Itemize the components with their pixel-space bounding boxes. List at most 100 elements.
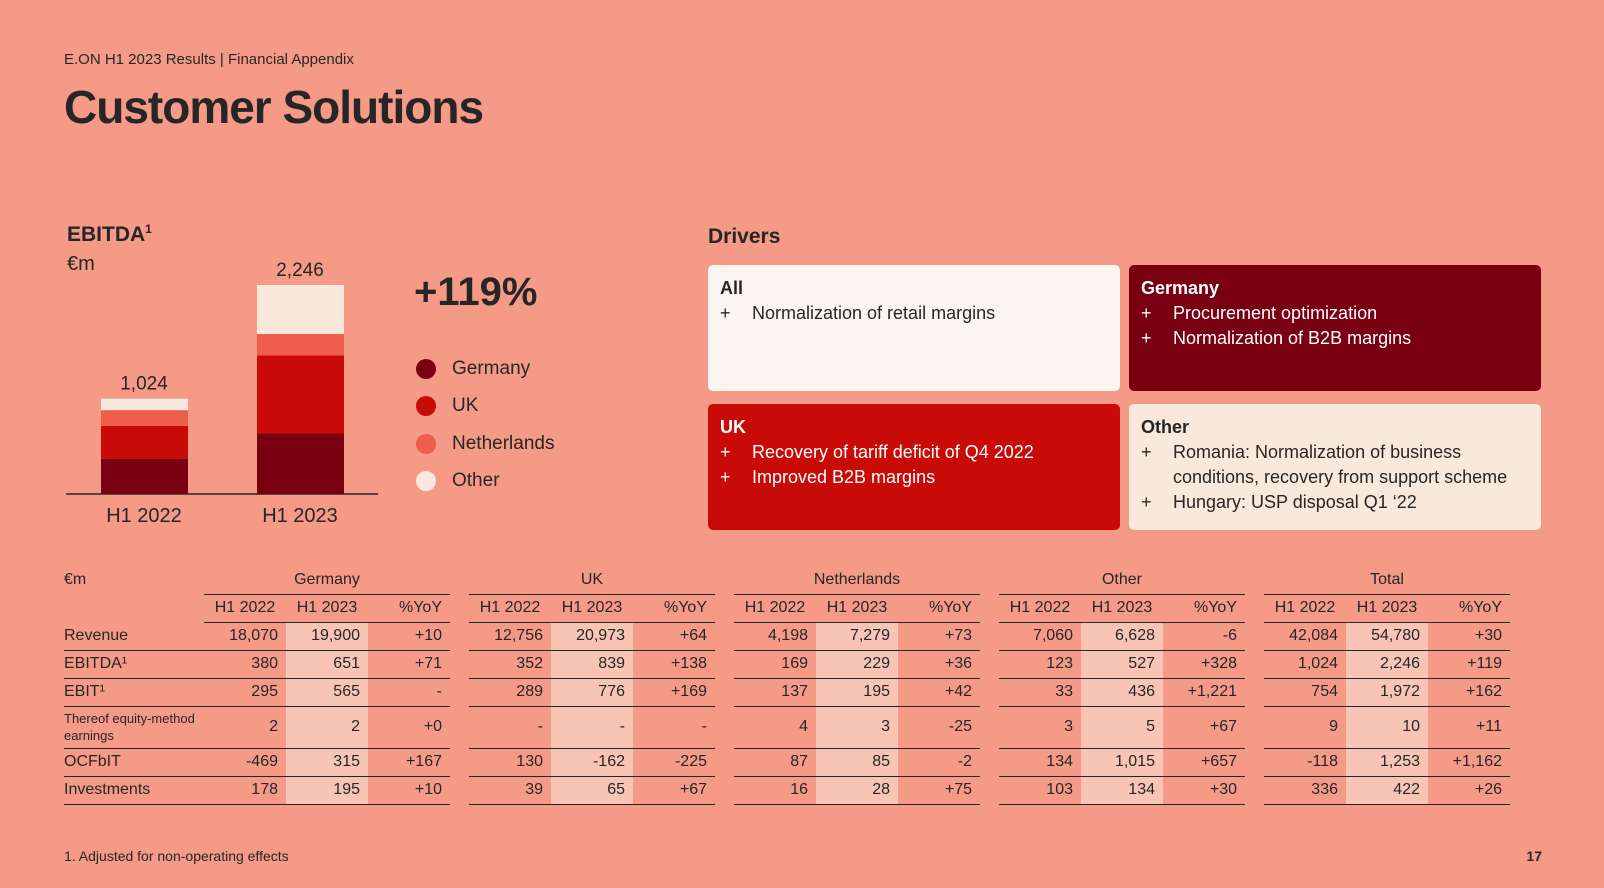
- legend-swatch: [416, 358, 436, 379]
- bar-segment-netherlands: [257, 334, 344, 356]
- ebitda-unit: €m: [67, 253, 95, 275]
- column-gap: [715, 622, 734, 650]
- driver-bullet: + Procurement optimization: [1141, 301, 1529, 326]
- driver-text: Normalization of retail margins: [752, 303, 996, 323]
- bar-total-label: 1,024: [120, 374, 168, 395]
- table-cell: 3: [816, 706, 898, 749]
- row-label: OCFbIT: [64, 748, 204, 777]
- column-gap: [1245, 622, 1264, 650]
- table-cell: 651: [286, 650, 368, 679]
- table-row: EBITDA¹ 380 651 +71 352 839 +138 169 229 +36 123 52…: [64, 650, 1510, 679]
- bar-segment-uk: [101, 425, 188, 459]
- table-cell: 1,024: [1264, 650, 1346, 679]
- ebitda-stacked-bar-chart: 1,024 H1 2022 2,246 H1 2023: [66, 260, 378, 527]
- table-cell: 1,972: [1346, 678, 1428, 707]
- column-gap: [1245, 748, 1264, 776]
- table-cell: 380: [204, 650, 286, 679]
- ebitda-growth: +119%: [414, 270, 538, 314]
- table-cell: +42: [898, 678, 980, 707]
- column-header: %YoY: [633, 594, 715, 623]
- column-header: H1 2022: [469, 594, 551, 623]
- driver-bullet: + Normalization of retail margins: [720, 301, 1108, 326]
- empty-cell: [64, 594, 204, 622]
- table-cell: 19,900: [286, 622, 368, 651]
- table-cell: +75: [898, 776, 980, 805]
- column-gap: [450, 678, 469, 706]
- driver-card-germany: Germany + Procurement optimization + Normal…: [1129, 265, 1541, 391]
- column-gap: [980, 650, 999, 678]
- table-cell: 42,084: [1264, 622, 1346, 651]
- table-cell: 436: [1081, 678, 1163, 707]
- driver-card-all: All + Normalization of retail margins: [708, 265, 1120, 391]
- column-header: H1 2022: [999, 594, 1081, 623]
- table-cell: 527: [1081, 650, 1163, 679]
- chart-legend: Germany UK Netherlands Other: [416, 350, 554, 500]
- column-gap: [980, 776, 999, 804]
- table-row: Revenue 18,070 19,900 +10 12,756 20,973 +64 4,1…: [64, 622, 1510, 651]
- legend-item-netherlands: Netherlands: [416, 425, 554, 463]
- table-cell: 134: [1081, 776, 1163, 805]
- table-cell: 54,780: [1346, 622, 1428, 651]
- table-cell: 839: [551, 650, 633, 679]
- table-cell: 7,060: [999, 622, 1081, 651]
- table-cell: 137: [734, 678, 816, 707]
- column-gap: [1245, 776, 1264, 804]
- driver-bullet: + Hungary: USP disposal Q1 ‘22: [1141, 490, 1529, 515]
- table-cell: 39: [469, 776, 551, 805]
- column-header: %YoY: [1428, 594, 1510, 623]
- table-cell: 2: [286, 706, 368, 749]
- table-cell: 28: [816, 776, 898, 805]
- column-gap: [715, 678, 734, 706]
- row-label: Investments: [64, 776, 204, 805]
- bar-segment-germany: [257, 433, 344, 494]
- table-cell: +30: [1163, 776, 1245, 805]
- table-cell: 65: [551, 776, 633, 805]
- column-gap: [980, 748, 999, 776]
- table-cell: 352: [469, 650, 551, 679]
- table-cell: +119: [1428, 650, 1510, 679]
- table-cell: +10: [368, 776, 450, 805]
- table-cell: 776: [551, 678, 633, 707]
- table-cell: 178: [204, 776, 286, 805]
- table-cell: +11: [1428, 706, 1510, 749]
- table-cell: +0: [368, 706, 450, 749]
- column-header: %YoY: [898, 594, 980, 623]
- driver-card-items: + Romania: Normalization of business cond…: [1141, 440, 1529, 515]
- table-cell: 20,973: [551, 622, 633, 651]
- page-number: 17: [1526, 848, 1542, 864]
- table-cell: 195: [286, 776, 368, 805]
- driver-text: Hungary: USP disposal Q1 ‘22: [1173, 492, 1417, 512]
- driver-card-title: UK: [720, 417, 746, 437]
- table-cell: -: [551, 706, 633, 749]
- plus-icon: +: [720, 303, 731, 323]
- table-cell: +169: [633, 678, 715, 707]
- table-cell: 123: [999, 650, 1081, 679]
- table-cell: 295: [204, 678, 286, 707]
- table-cell: 1,253: [1346, 748, 1428, 777]
- table-row: Thereof equity-method earnings 2 2 +0- - -4 3-…: [64, 706, 1510, 749]
- table-group-header-row: €m Germany UK Netherlands Other Total: [64, 566, 1510, 595]
- column-gap: [450, 594, 469, 622]
- table-cell: -: [633, 706, 715, 749]
- column-gap: [450, 748, 469, 776]
- table-cell: -25: [898, 706, 980, 749]
- column-header: H1 2023: [286, 594, 368, 623]
- driver-card-uk: UK + Recovery of tariff deficit of Q4 202…: [708, 404, 1120, 530]
- column-gap: [1245, 594, 1264, 622]
- plus-icon: +: [1141, 303, 1152, 323]
- table-unit: €m: [64, 571, 87, 588]
- column-header: %YoY: [1163, 594, 1245, 623]
- table-cell: 134: [999, 748, 1081, 777]
- column-gap: [980, 566, 999, 594]
- table-cell: -2: [898, 748, 980, 777]
- column-gap: [1245, 706, 1264, 748]
- table-cell: +67: [1163, 706, 1245, 749]
- plus-icon: +: [1141, 442, 1152, 462]
- table-cell: -6: [1163, 622, 1245, 651]
- x-tick-label: H1 2023: [262, 505, 338, 527]
- table-cell: +138: [633, 650, 715, 679]
- financials-table: €m Germany UK Netherlands Other Total H1 2022 H…: [64, 566, 1510, 805]
- column-gap: [450, 622, 469, 650]
- table-cell: -: [368, 678, 450, 707]
- table-cell: +67: [633, 776, 715, 805]
